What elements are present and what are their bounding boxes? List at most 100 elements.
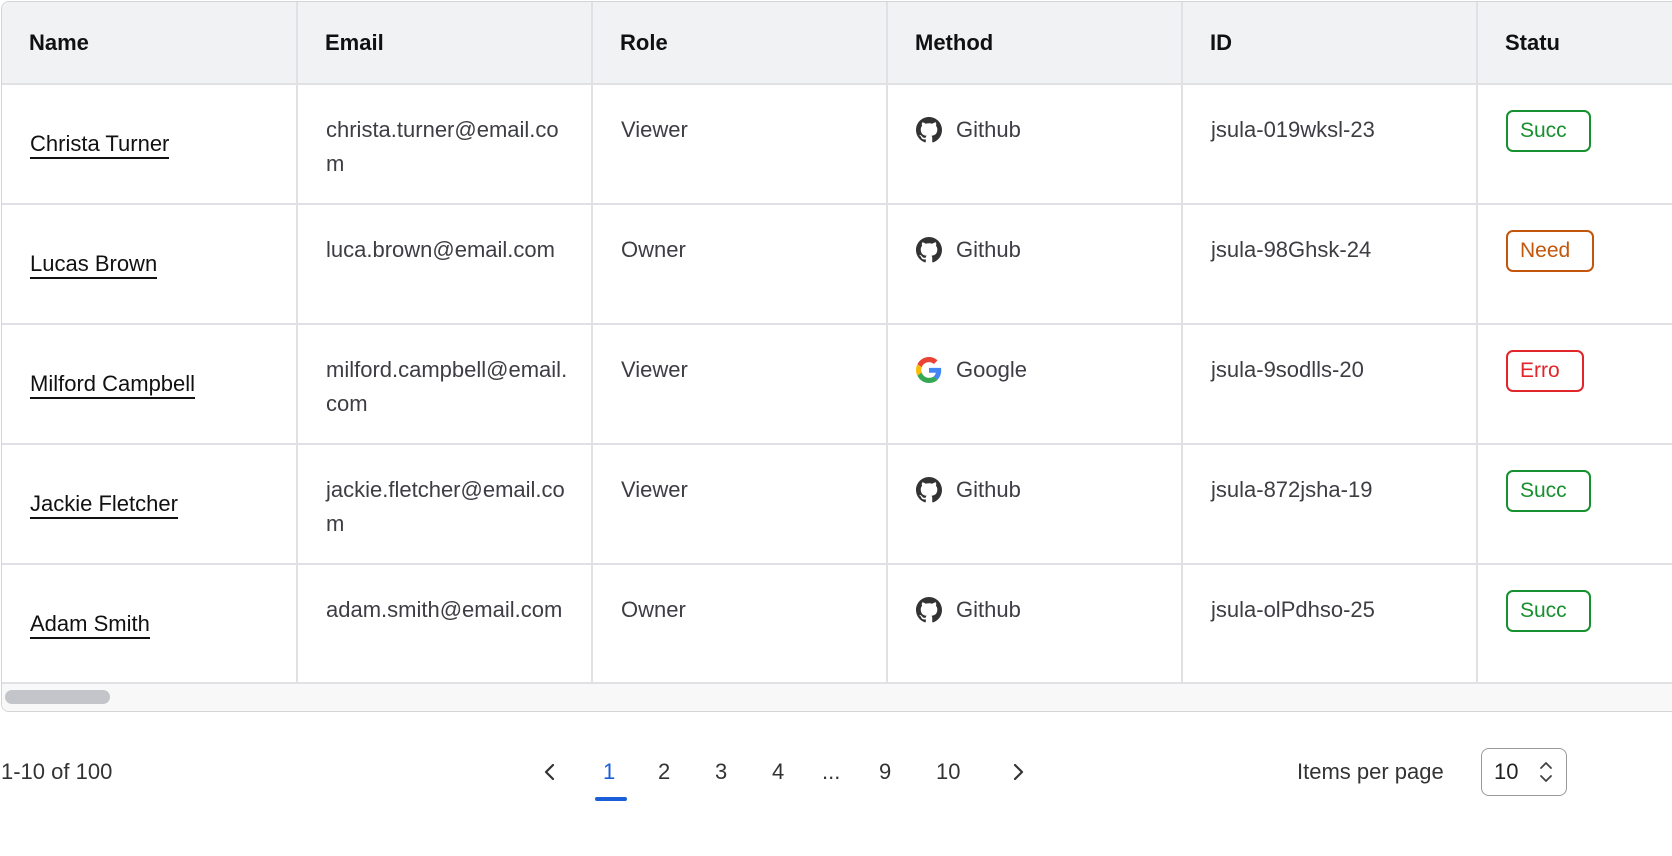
previous-page-button[interactable] [540,758,560,792]
page-button-10[interactable]: 10 [936,759,961,784]
name-cell: Adam Smith [2,564,298,685]
id-text: jsula-olPdhso-25 [1211,597,1375,622]
status-cell: Erro [1477,324,1672,445]
github-icon [916,237,942,263]
email-cell: adam.smith@email.com [297,564,593,685]
id-cell: jsula-872jsha-19 [1182,444,1478,565]
github-icon [916,597,942,623]
table-row: Jackie Fletcher jackie.fletcher@email.com… [2,444,1672,565]
email-cell: milford.campbell@email.com [297,324,593,445]
page-button-4[interactable]: 4 [772,759,785,784]
name-cell: Jackie Fletcher [2,444,298,565]
method-cell: Github [887,444,1183,565]
users-table: Name Email Role Method ID Statu Christa Turne… [2,2,1672,685]
id-cell: jsula-olPdhso-25 [1182,564,1478,685]
method-text: Google [956,357,1027,382]
table-row: Lucas Brown luca.brown@email.com Owner Gith… [2,204,1672,325]
email-cell: christa.turner@email.com [297,84,593,205]
github-icon [916,477,942,503]
email-text: adam.smith@email.com [326,597,563,622]
email-text: milford.campbell@email.com [326,357,568,416]
column-header-name[interactable]: Name [2,2,298,85]
method: Github [916,113,1161,147]
column-header-id[interactable]: ID [1182,2,1478,85]
items-per-page-value: 10 [1494,759,1519,784]
pagination-ellipsis: ... [822,759,841,784]
status-cell: Succ [1477,564,1672,685]
role-cell: Owner [592,204,888,325]
status-badge: Succ [1506,110,1591,152]
user-name-link[interactable]: Christa Turner [30,131,170,159]
page-button-1[interactable]: 1 [603,759,616,784]
user-name-link[interactable]: Adam Smith [30,611,150,639]
chevron-right-icon [1013,763,1024,781]
status-cell: Succ [1477,444,1672,565]
method: Github [916,233,1161,267]
id-cell: jsula-98Ghsk-24 [1182,204,1478,325]
method: Github [916,593,1161,627]
method-cell: Github [887,564,1183,685]
role-text: Viewer [621,117,688,142]
name-cell: Lucas Brown [2,204,298,325]
email-text: luca.brown@email.com [326,237,555,262]
status-badge: Erro [1506,350,1584,392]
id-cell: jsula-019wksl-23 [1182,84,1478,205]
method: Github [916,473,1161,507]
email-text: christa.turner@email.com [326,117,559,176]
role-text: Owner [621,237,686,262]
method-text: Github [956,597,1021,622]
user-name-link[interactable]: Milford Campbell [30,371,196,399]
horizontal-scrollbar[interactable] [2,682,1672,711]
items-per-page-select[interactable]: 10 [1481,748,1567,796]
table-row: Adam Smith adam.smith@email.com Owner Githu… [2,564,1672,685]
status-badge: Succ [1506,470,1591,512]
method-text: Github [956,237,1021,262]
role-cell: Viewer [592,444,888,565]
scrollbar-thumb[interactable] [5,690,110,704]
status-badge: Need [1506,230,1595,272]
email-text: jackie.fletcher@email.com [326,477,565,536]
method-cell: Google [887,324,1183,445]
column-header-role[interactable]: Role [592,2,888,85]
id-text: jsula-98Ghsk-24 [1211,237,1372,262]
role-text: Viewer [621,477,688,502]
name-cell: Milford Campbell [2,324,298,445]
column-header-statu[interactable]: Statu [1477,2,1672,85]
users-table-container: Name Email Role Method ID Statu Christa Turne… [1,1,1672,712]
role-cell: Viewer [592,324,888,445]
role-text: Viewer [621,357,688,382]
email-cell: jackie.fletcher@email.com [297,444,593,565]
id-text: jsula-019wksl-23 [1211,117,1375,142]
id-text: jsula-872jsha-19 [1211,477,1373,502]
method-cell: Github [887,204,1183,325]
pagination-range: 1-10 of 100 [1,759,113,784]
table-header-row: Name Email Role Method ID Statu [2,2,1672,85]
method-cell: Github [887,84,1183,205]
page-button-3[interactable]: 3 [715,759,728,784]
chevron-left-icon [544,763,555,781]
user-name-link[interactable]: Lucas Brown [30,251,158,279]
items-per-page-label: Items per page [1297,759,1444,784]
email-cell: luca.brown@email.com [297,204,593,325]
table-row: Christa Turner christa.turner@email.com Vi… [2,84,1672,205]
page-button-9[interactable]: 9 [879,759,892,784]
method-text: Github [956,117,1021,142]
name-cell: Christa Turner [2,84,298,205]
role-cell: Viewer [592,84,888,205]
method-text: Github [956,477,1021,502]
column-header-method[interactable]: Method [887,2,1183,85]
next-page-button[interactable] [1008,758,1028,792]
github-icon [916,117,942,143]
id-text: jsula-9sodlls-20 [1211,357,1364,382]
method: Google [916,353,1161,387]
status-cell: Succ [1477,84,1672,205]
user-name-link[interactable]: Jackie Fletcher [30,491,178,519]
role-text: Owner [621,597,686,622]
role-cell: Owner [592,564,888,685]
column-header-email[interactable]: Email [297,2,593,85]
chevron-up-down-icon [1540,762,1552,782]
table-row: Milford Campbell milford.campbell@email.c… [2,324,1672,445]
status-cell: Need [1477,204,1672,325]
page-button-2[interactable]: 2 [658,759,671,784]
status-badge: Succ [1506,590,1591,632]
